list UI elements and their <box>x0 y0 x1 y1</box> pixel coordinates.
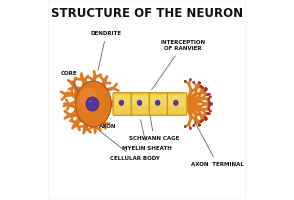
Ellipse shape <box>189 78 192 81</box>
Ellipse shape <box>205 87 207 89</box>
Ellipse shape <box>156 101 157 102</box>
Text: MYELIN SHEATH: MYELIN SHEATH <box>122 120 172 151</box>
Ellipse shape <box>205 119 207 121</box>
Ellipse shape <box>189 127 192 129</box>
Text: STRUCTURE OF THE NEURON: STRUCTURE OF THE NEURON <box>51 7 243 20</box>
Ellipse shape <box>119 101 121 102</box>
Ellipse shape <box>89 100 92 102</box>
Ellipse shape <box>209 110 211 112</box>
Ellipse shape <box>184 126 186 128</box>
Ellipse shape <box>174 101 175 102</box>
Ellipse shape <box>208 104 211 107</box>
Ellipse shape <box>210 103 213 105</box>
Ellipse shape <box>201 119 204 121</box>
Ellipse shape <box>137 100 142 105</box>
FancyBboxPatch shape <box>132 95 149 106</box>
Ellipse shape <box>119 100 124 105</box>
Ellipse shape <box>208 98 210 100</box>
Text: INTERCEPTION
OF RANVIER: INTERCEPTION OF RANVIER <box>152 40 205 90</box>
Ellipse shape <box>200 121 202 123</box>
FancyBboxPatch shape <box>168 95 186 106</box>
FancyBboxPatch shape <box>113 93 133 115</box>
Text: SCHWANN CAGE: SCHWANN CAGE <box>129 94 179 141</box>
Text: AXON  TERMINAL: AXON TERMINAL <box>191 120 244 167</box>
FancyBboxPatch shape <box>131 93 151 115</box>
Ellipse shape <box>198 124 201 126</box>
Ellipse shape <box>209 96 211 98</box>
Ellipse shape <box>206 94 208 96</box>
Ellipse shape <box>206 112 208 114</box>
Ellipse shape <box>204 116 206 118</box>
Ellipse shape <box>198 82 201 84</box>
Ellipse shape <box>198 82 201 84</box>
Text: DENDRITE: DENDRITE <box>91 31 122 70</box>
FancyBboxPatch shape <box>151 95 168 106</box>
Text: CORE: CORE <box>61 71 80 96</box>
Ellipse shape <box>208 101 211 103</box>
Ellipse shape <box>201 87 204 89</box>
Ellipse shape <box>79 88 97 108</box>
Ellipse shape <box>76 81 111 127</box>
FancyBboxPatch shape <box>149 93 169 115</box>
Ellipse shape <box>208 108 210 110</box>
FancyBboxPatch shape <box>48 1 246 199</box>
Ellipse shape <box>200 85 202 87</box>
FancyBboxPatch shape <box>167 93 187 115</box>
Ellipse shape <box>198 124 201 126</box>
Ellipse shape <box>206 88 208 90</box>
Ellipse shape <box>173 100 178 105</box>
Text: AXON: AXON <box>98 119 116 129</box>
Ellipse shape <box>210 103 213 105</box>
Ellipse shape <box>193 124 195 127</box>
Ellipse shape <box>208 93 211 95</box>
Ellipse shape <box>206 118 208 120</box>
Ellipse shape <box>208 113 211 115</box>
Ellipse shape <box>155 100 160 105</box>
Ellipse shape <box>184 80 186 82</box>
Text: CELLULAR BODY: CELLULAR BODY <box>99 131 160 161</box>
Ellipse shape <box>204 90 206 92</box>
Ellipse shape <box>193 81 195 83</box>
FancyBboxPatch shape <box>114 95 131 106</box>
Ellipse shape <box>138 101 139 102</box>
Ellipse shape <box>86 97 99 111</box>
